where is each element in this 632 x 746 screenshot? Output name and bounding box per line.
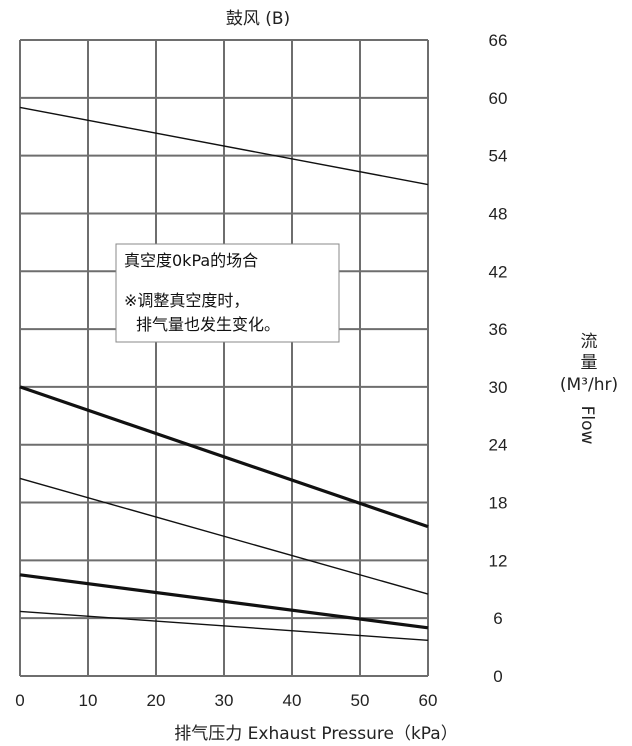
y-axis-label-unit: (M³/hr): [560, 375, 618, 395]
y-tick-label-5: 30: [489, 378, 508, 397]
series-line-4: [19, 573, 429, 630]
x-tick-label-1: 10: [79, 691, 98, 710]
series-line-5: [19, 610, 429, 642]
y-axis-label-cn-1: 流: [581, 332, 598, 352]
x-tick-label-6: 60: [419, 691, 438, 710]
series-line-1: [19, 106, 429, 186]
annotation-line-3: 排气量也发生变化。: [136, 315, 280, 334]
y-tick-label-6: 36: [489, 320, 508, 339]
annotation-background: [115, 243, 340, 343]
y-tick-label-4: 24: [489, 436, 508, 455]
annotation-line-2: ※调整真空度时，: [124, 291, 249, 310]
y-tick-label-1: 6: [493, 609, 502, 628]
y-tick-label-3: 18: [489, 494, 508, 513]
x-tick-label-3: 30: [215, 691, 234, 710]
x-axis-label: 排气压力 Exhaust Pressure（kPa）: [174, 724, 457, 744]
chart-series: [19, 106, 429, 642]
x-tick-label-2: 20: [147, 691, 166, 710]
y-tick-label-9: 54: [489, 147, 508, 166]
chart-title: 鼓风 (B): [226, 9, 290, 29]
y-axis-label-cn-2: 量: [581, 353, 598, 373]
y-axis-label: 流 量 (M³/hr) Flow: [560, 332, 618, 444]
annotation-box: 真空度0kPa的场合 ※调整真空度时， 排气量也发生变化。: [115, 243, 340, 343]
y-tick-label-10: 60: [489, 89, 508, 108]
y-tick-label-2: 12: [489, 551, 508, 570]
x-tick-label-0: 0: [15, 691, 24, 710]
x-tick-label-5: 50: [351, 691, 370, 710]
y-tick-label-7: 42: [489, 262, 508, 281]
annotation-line-1: 真空度0kPa的场合: [124, 251, 258, 270]
x-tick-label-4: 40: [283, 691, 302, 710]
series-line-3: [19, 477, 429, 595]
y-tick-label-0: 0: [493, 667, 502, 686]
series-line-2: [19, 385, 429, 529]
x-tick-labels: 0 10 20 30 40 50 60: [15, 691, 437, 710]
chart-grid: [19, 39, 429, 677]
y-tick-label-11: 66: [489, 31, 508, 50]
y-tick-labels: 0 6 12 18 24 30 36 42 48 54 60 66: [489, 31, 508, 686]
y-tick-label-8: 48: [489, 204, 508, 223]
y-axis-label-en: Flow: [577, 406, 597, 445]
